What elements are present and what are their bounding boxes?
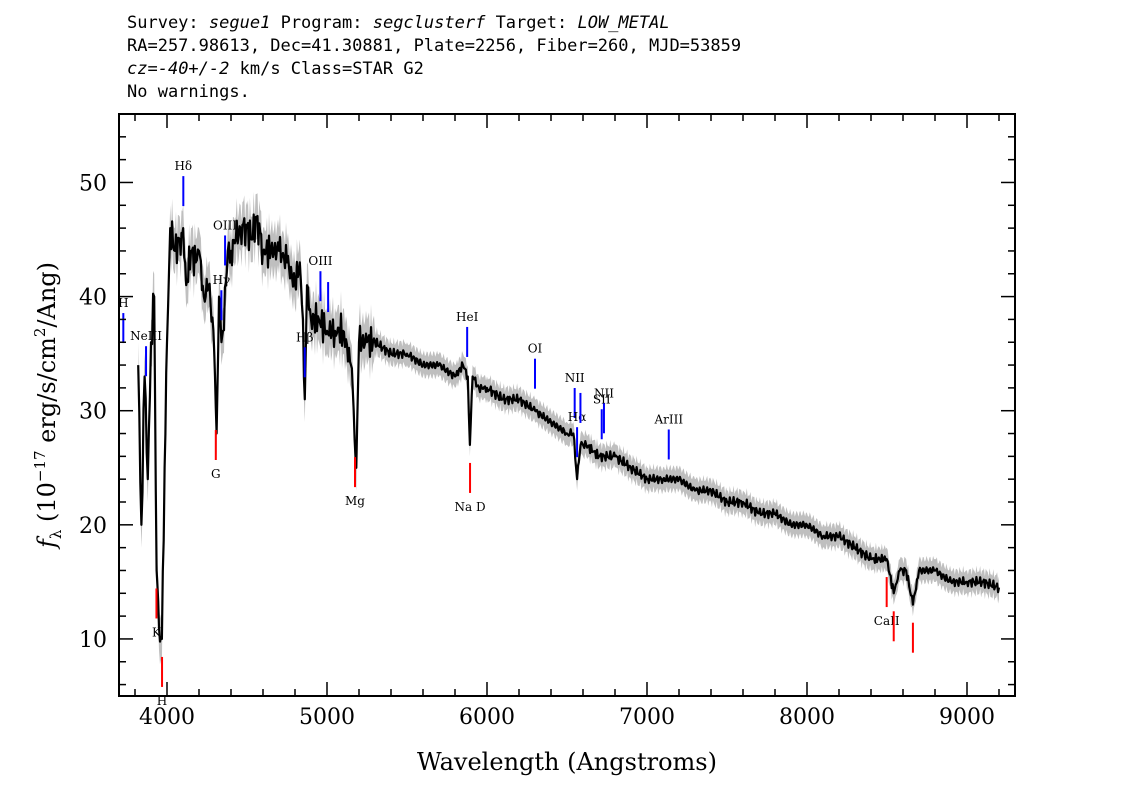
flux-error-band <box>138 191 999 665</box>
marker-label-0: H <box>118 296 128 310</box>
y-axis-mid: erg/s/cm <box>33 337 61 451</box>
cz-suffix: km/s Class=STAR G2 <box>229 59 424 79</box>
flux-series <box>137 213 1001 643</box>
flux-line <box>137 213 1001 643</box>
line-markers: HNeIIIHδHγOIIIHβOIIIHeIOINIIHαSIINIIArII… <box>118 159 914 708</box>
marker-label-8: HeI <box>456 310 479 324</box>
plot-border <box>118 113 1016 697</box>
marker-label-17: H <box>157 694 167 708</box>
marker-label-4: OIII <box>213 218 237 232</box>
marker-label-20: Na D <box>454 500 485 514</box>
marker-label-14: NII <box>594 386 614 400</box>
marker-label-21: CaII <box>874 614 900 628</box>
target-label: Target: <box>495 13 568 33</box>
x-tick-label: 6000 <box>459 705 515 730</box>
y-axis-title: fλ (10−17 erg/s/cm2/Ang) <box>31 262 65 550</box>
marker-label-9: OI <box>528 342 543 356</box>
marker-label-2: Hδ <box>174 159 192 173</box>
program-value: segclusterf <box>372 13 486 33</box>
y-axis-close: /Ang) <box>33 262 61 328</box>
program-label: Program: <box>280 13 363 33</box>
y-tick-label: 40 <box>79 286 107 311</box>
target-value: LOW_METAL <box>577 13 670 33</box>
survey-label: Survey: <box>127 13 199 33</box>
y-tick-label: 10 <box>79 628 107 653</box>
y-axis-exp1: −17 <box>31 450 49 482</box>
y-tick-label: 50 <box>79 171 107 196</box>
x-tick-label: 8000 <box>779 705 835 730</box>
header-line-coordinates: RA=257.98613, Dec=41.30881, Plate=2256, … <box>127 36 742 56</box>
x-tick-label: 9000 <box>939 705 995 730</box>
marker-label-6: OIII <box>308 254 332 268</box>
header-line-survey: Survey: segue1 Program: segclusterf Targ… <box>127 12 741 35</box>
y-axis-exp2: 2 <box>31 328 49 338</box>
y-tick-label: 20 <box>79 514 107 539</box>
header-line-warnings: No warnings. <box>127 82 250 102</box>
marker-label-1: NeIII <box>130 329 162 343</box>
marker-label-16: K <box>152 625 162 639</box>
marker-label-18: G <box>211 467 221 481</box>
spectrum-header: Survey: segue1 Program: segclusterf Targ… <box>127 12 741 104</box>
y-axis-lambda: λ <box>47 529 65 539</box>
marker-label-13: SII <box>593 392 611 406</box>
marker-label-19: Mg <box>345 494 365 508</box>
x-tick-label: 5000 <box>299 705 355 730</box>
error-band <box>138 191 999 665</box>
marker-label-3: Hγ <box>213 273 231 287</box>
survey-value: segue1 <box>208 13 271 33</box>
y-axis-open: (10 <box>33 482 61 530</box>
x-tick-label: 7000 <box>619 705 675 730</box>
marker-label-15: ArIII <box>653 412 683 426</box>
x-axis-title: Wavelength (Angstroms) <box>417 748 717 776</box>
plot-frame <box>118 113 1016 697</box>
y-tick-label: 30 <box>79 400 107 425</box>
cz-value: =-40+/-2 <box>147 59 230 79</box>
marker-label-5: Hβ <box>296 330 313 344</box>
marker-label-10: NII <box>565 371 585 385</box>
marker-label-11: Hα <box>568 410 587 424</box>
cz-label: cz <box>127 59 148 79</box>
axis-ticks: 4000 5000 6000 7000 8000 9000 10 20 30 40 50 <box>79 113 1015 730</box>
header-line-redshift: cz=-40+/-2 km/s Class=STAR G2 <box>127 58 741 81</box>
x-tick-label: 4000 <box>139 705 195 730</box>
